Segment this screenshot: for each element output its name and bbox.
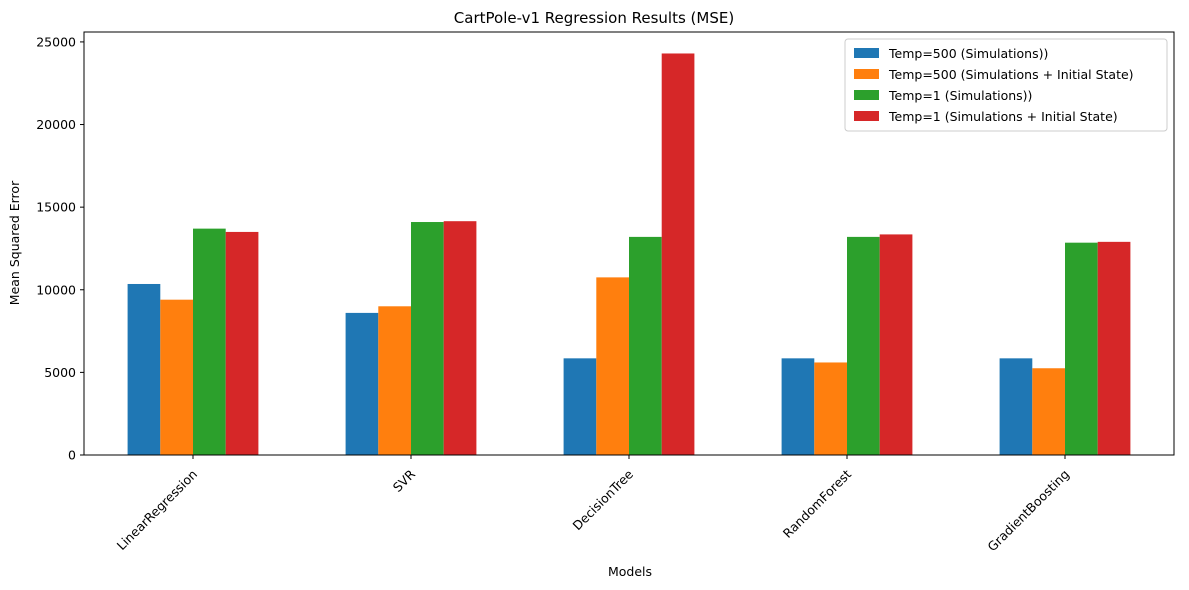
bar-series-4-SVR <box>443 221 477 455</box>
x-tick-label-DecisionTree: DecisionTree <box>569 466 636 533</box>
bar-series-4-GradientBoosting <box>1097 241 1131 455</box>
legend-swatch <box>854 111 879 121</box>
y-tick-label: 0 <box>68 448 76 463</box>
bar-series-2-DecisionTree <box>596 277 629 455</box>
bar-series-3-DecisionTree <box>629 236 662 455</box>
x-tick-label-LinearRegression: LinearRegression <box>114 467 200 553</box>
bar-series-4-LinearRegression <box>225 231 259 455</box>
legend-frame <box>844 38 1168 132</box>
x-tick-label-SVR: SVR <box>390 466 419 495</box>
bar-series-3-SVR <box>411 222 444 455</box>
bar-series-4-DecisionTree <box>661 53 695 455</box>
legend-label: Temp=500 (Simulations)) <box>888 46 1048 61</box>
legend-swatch <box>854 48 879 58</box>
legend-label: Temp=1 (Simulations)) <box>888 88 1032 103</box>
bar-series-2-GradientBoosting <box>1032 368 1065 455</box>
y-tick-label: 20000 <box>36 117 76 132</box>
bar-series-2-LinearRegression <box>160 299 193 455</box>
chart-title: CartPole-v1 Regression Results (MSE) <box>454 9 734 27</box>
bar-series-1-DecisionTree <box>563 358 597 455</box>
y-tick-label: 5000 <box>44 365 76 380</box>
y-tick-label: 15000 <box>36 200 76 215</box>
bar-series-3-LinearRegression <box>193 228 226 455</box>
legend-label: Temp=500 (Simulations + Initial State) <box>888 67 1134 82</box>
bar-series-1-RandomForest <box>781 358 815 455</box>
bar-series-1-GradientBoosting <box>999 358 1033 455</box>
legend-label: Temp=1 (Simulations + Initial State) <box>888 109 1118 124</box>
legend: Temp=500 (Simulations)) Temp=500 (Simulat… <box>844 38 1168 132</box>
bar-series-3-GradientBoosting <box>1065 242 1098 455</box>
bar-series-3-RandomForest <box>847 236 880 455</box>
bar-series-1-LinearRegression <box>127 283 161 455</box>
bar-series-1-SVR <box>345 312 379 455</box>
y-axis-label: Mean Squared Error <box>7 180 22 305</box>
x-axis: LinearRegression SVR DecisionTree RandomFor… <box>114 455 1072 554</box>
bars-group <box>127 53 1131 455</box>
bar-series-2-RandomForest <box>814 362 847 455</box>
legend-swatch <box>854 90 879 100</box>
y-tick-label: 25000 <box>36 34 76 49</box>
x-axis-label: Models <box>608 564 652 579</box>
y-tick-label: 10000 <box>36 282 76 297</box>
x-tick-label-GradientBoosting: GradientBoosting <box>984 467 1072 555</box>
bar-series-2-SVR <box>378 306 411 455</box>
x-tick-label-RandomForest: RandomForest <box>780 466 854 540</box>
legend-swatch <box>854 69 879 79</box>
bar-series-4-RandomForest <box>879 234 913 455</box>
y-axis: 0 5000 10000 15000 20000 25000 <box>36 34 84 463</box>
